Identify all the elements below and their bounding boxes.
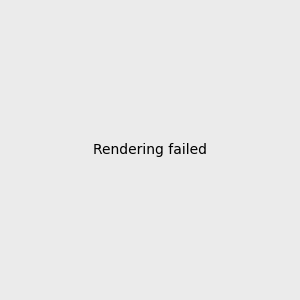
Text: Rendering failed: Rendering failed [93,143,207,157]
